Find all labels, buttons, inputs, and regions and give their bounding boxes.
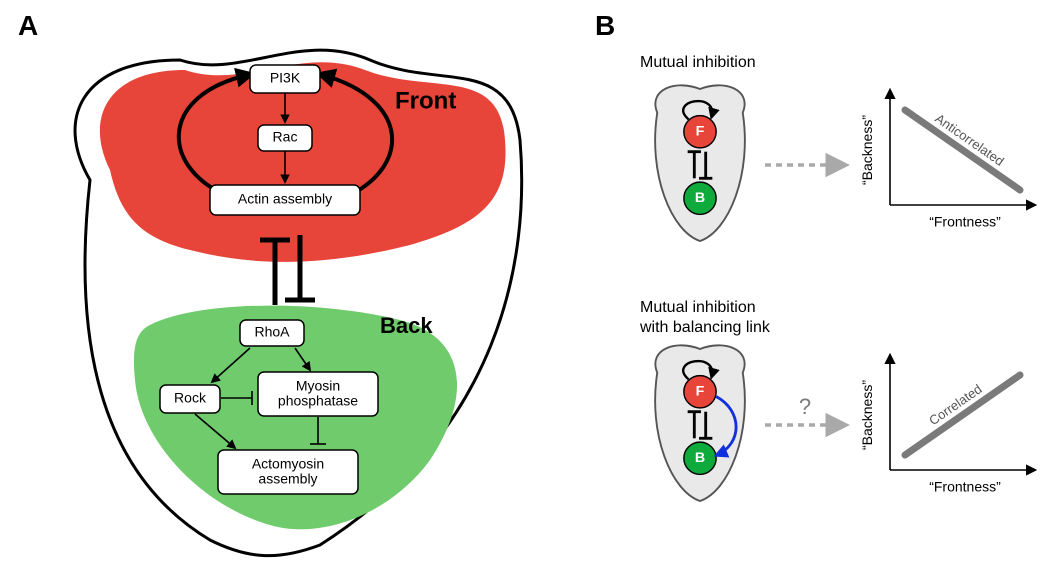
node-label-acto: Actomyosinassembly [252,455,324,486]
plot-anticorrelated: Anticorrelated“Frontness”“Backness” [859,90,1035,230]
trend-line [905,375,1020,455]
node-b-label: B [695,450,705,466]
node-label-pi3k: PI3K [270,70,301,86]
question-mark: ? [799,394,811,419]
figure-stage: A FrontBackPI3KRacActin assemblyRhoARock… [0,0,1050,566]
plot-correlated: Correlated“Frontness”“Backness” [859,355,1035,495]
node-label-rac: Rac [273,129,298,145]
xlabel: “Frontness” [929,214,1001,230]
mini-cell-bottom: FB [655,345,745,501]
node-f-label: F [696,124,705,140]
mini-cell-top: FB [655,85,745,241]
title-mutual-inhibition-balancing-1: Mutual inhibition [640,299,756,316]
node-b-label: B [695,190,705,206]
node-label-actin: Actin assembly [238,191,332,207]
panel-a-diagram: FrontBackPI3KRacActin assemblyRhoARockMy… [0,0,570,566]
node-label-rhoa: RhoA [254,324,290,340]
ylabel: “Backness” [859,115,875,185]
trend-line [905,110,1020,190]
back-label: Back [380,313,433,338]
node-f-label: F [696,384,705,400]
node-label-rock: Rock [174,390,207,406]
panel-b-diagram: Mutual inhibition Mutual inhibition with b… [590,0,1050,566]
title-mutual-inhibition: Mutual inhibition [640,54,756,71]
title-mutual-inhibition-balancing-2: with balancing link [639,319,771,336]
xlabel: “Frontness” [929,479,1001,495]
ylabel: “Backness” [859,380,875,450]
front-label: Front [395,87,456,114]
